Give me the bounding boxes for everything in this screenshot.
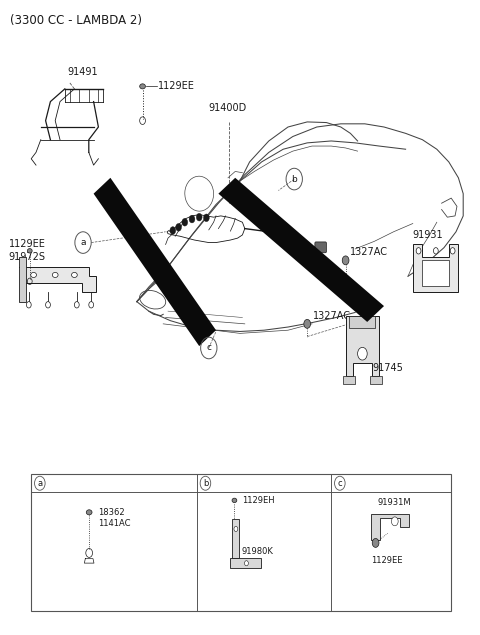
Polygon shape xyxy=(94,178,216,346)
Text: 91400D: 91400D xyxy=(209,103,247,113)
Text: 1129EE: 1129EE xyxy=(371,556,402,565)
Polygon shape xyxy=(349,316,375,328)
Circle shape xyxy=(234,526,238,531)
Polygon shape xyxy=(346,316,379,376)
Circle shape xyxy=(304,319,311,328)
Text: c: c xyxy=(337,479,342,488)
Text: a: a xyxy=(37,479,42,488)
Polygon shape xyxy=(413,244,458,292)
Circle shape xyxy=(170,227,176,234)
Circle shape xyxy=(450,248,455,254)
Text: 91931M: 91931M xyxy=(378,498,412,507)
Ellipse shape xyxy=(31,272,36,277)
Text: 1129EE: 1129EE xyxy=(9,239,46,249)
Circle shape xyxy=(74,302,79,308)
Bar xyxy=(31,474,451,611)
Text: 91972S: 91972S xyxy=(9,252,46,262)
Text: (3300 CC - LAMBDA 2): (3300 CC - LAMBDA 2) xyxy=(10,14,142,27)
Text: 1129EH: 1129EH xyxy=(241,496,274,505)
Circle shape xyxy=(89,302,94,308)
Circle shape xyxy=(46,302,50,308)
Text: 91931: 91931 xyxy=(413,230,444,240)
Ellipse shape xyxy=(72,272,77,277)
Circle shape xyxy=(176,224,181,231)
Circle shape xyxy=(182,218,188,226)
Text: 91980K: 91980K xyxy=(241,547,274,556)
Polygon shape xyxy=(232,519,239,558)
FancyBboxPatch shape xyxy=(315,242,326,253)
Text: 1327AC: 1327AC xyxy=(313,311,351,321)
Text: a: a xyxy=(80,238,86,247)
Text: 1141AC: 1141AC xyxy=(98,519,130,528)
Ellipse shape xyxy=(232,498,237,503)
Polygon shape xyxy=(229,558,261,568)
Circle shape xyxy=(26,302,31,308)
Polygon shape xyxy=(19,257,26,302)
Circle shape xyxy=(416,248,421,254)
Circle shape xyxy=(358,347,367,360)
Text: 18362: 18362 xyxy=(98,508,124,517)
Text: b: b xyxy=(203,479,208,488)
Text: c: c xyxy=(206,344,211,352)
Circle shape xyxy=(244,561,248,566)
Circle shape xyxy=(204,214,209,222)
Text: 91491: 91491 xyxy=(67,67,98,77)
Polygon shape xyxy=(218,178,384,322)
Circle shape xyxy=(433,248,438,254)
Polygon shape xyxy=(19,267,96,292)
Polygon shape xyxy=(422,260,449,286)
Circle shape xyxy=(392,517,398,526)
Polygon shape xyxy=(343,376,355,384)
Ellipse shape xyxy=(86,510,92,515)
Text: 1327AC: 1327AC xyxy=(350,247,388,257)
Text: 91745: 91745 xyxy=(372,363,403,373)
Circle shape xyxy=(189,215,195,223)
Text: 1129EE: 1129EE xyxy=(158,81,195,91)
Polygon shape xyxy=(370,376,382,384)
Ellipse shape xyxy=(140,84,145,89)
Text: b: b xyxy=(291,175,297,184)
Circle shape xyxy=(372,538,379,547)
Ellipse shape xyxy=(27,248,32,253)
Circle shape xyxy=(342,256,349,265)
Polygon shape xyxy=(371,514,409,540)
Circle shape xyxy=(196,213,202,221)
Ellipse shape xyxy=(52,272,58,277)
